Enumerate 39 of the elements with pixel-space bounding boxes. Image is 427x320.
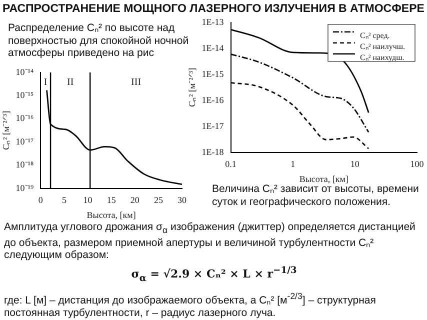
y-tick-label: 10⁻¹⁴ xyxy=(16,66,34,77)
x-tick-label: 1 xyxy=(290,159,296,170)
x-tick-label: 30 xyxy=(178,195,187,206)
annotation: III xyxy=(131,77,142,88)
legend-label: Cₙ² наихудш. xyxy=(360,52,404,62)
x-tick-label: 100 xyxy=(410,159,424,170)
y-axis-title: Cₙ² [м⁻²ᐟ³] xyxy=(0,110,11,150)
y-tick-label: 10⁻¹⁶ xyxy=(16,113,34,124)
x-axis-title: Высота, [км] xyxy=(299,174,348,184)
x-tick-label: 25 xyxy=(154,195,164,206)
x-axis-title: Высота, [км] xyxy=(86,210,136,220)
legend-label: Cₙ² наилучш. xyxy=(360,42,406,51)
y-tick-label: 10⁻¹⁷ xyxy=(16,136,34,146)
legend-label: Cₙ² сред. xyxy=(360,30,390,40)
annotation: I xyxy=(44,77,48,88)
text: Амплитуда углового дрожания σ$_{α}$ изображения (джиттер) определяется дистанцией до объекта, размером приемной апертуры и величиной турбулентности Cₙ² следующим образом: xyxy=(4,221,416,262)
text: Распределение Cₙ² по высоте над поверхностью для спокойной ночной атмосферы приведено на рис xyxy=(8,22,189,59)
y-tick-label: 10⁻¹⁸ xyxy=(16,160,34,170)
y-tick-label: 1E-15 xyxy=(202,68,224,79)
text: σ$_{α}$ = √2.9 × Cₙ² × L × r$^{−1/3}$ xyxy=(130,265,298,286)
y-tick-label: 1E-18 xyxy=(202,146,224,157)
text: Величина Cₙ² зависит от высоты, времени суток и географического положения. xyxy=(212,183,420,208)
y-tick-label: 1E-14 xyxy=(202,42,224,53)
y-tick-label: 1E-13 xyxy=(202,16,224,27)
x-tick-label: 0 xyxy=(38,195,44,206)
y-tick-label: 10⁻¹⁹ xyxy=(16,182,34,193)
y-axis-title: Cₙ² [м⁻²ᐟ³] xyxy=(186,68,197,107)
x-tick-label: 0.1 xyxy=(225,159,236,170)
x-tick-label: 20 xyxy=(130,195,140,206)
x-tick-label: 5 xyxy=(62,195,67,206)
x-tick-label: 15 xyxy=(106,195,116,206)
text: РАСПРОСТРАНЕНИЕ МОЩНОГО ЛАЗЕРНОГО ИЗЛУЧЕНИЯ В АТМОСФЕРЕ xyxy=(2,3,426,16)
x-tick-label: 10 xyxy=(83,195,93,206)
x-tick-label: 10 xyxy=(350,159,360,170)
text: где: L [м] – дистанция до изображаемого объекта, а Cₙ² [м$^{-2/3}$] – структурная постоянная турбулентности, r – радиус лазерного луча. xyxy=(4,291,376,319)
y-tick-label: 10⁻¹⁵ xyxy=(16,90,34,100)
y-tick-label: 1E-16 xyxy=(202,94,224,105)
y-tick-label: 1E-17 xyxy=(202,120,224,131)
annotation: II xyxy=(66,77,74,88)
